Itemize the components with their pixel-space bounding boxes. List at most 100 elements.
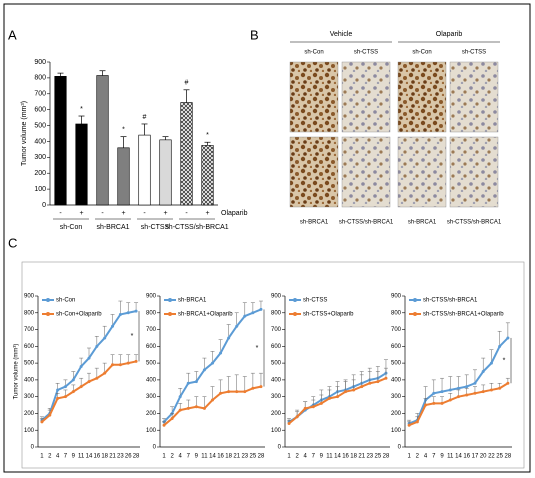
x-tick-label: 11	[447, 454, 454, 460]
y-tick-label: 400	[24, 377, 35, 383]
data-point	[71, 390, 75, 394]
x-tick-label: 28	[258, 454, 265, 460]
data-point	[194, 380, 198, 384]
data-point	[498, 344, 502, 348]
data-point	[259, 385, 263, 389]
x-tick-label: 23	[366, 454, 373, 460]
x-tick-label: 9	[195, 454, 199, 460]
data-point	[219, 351, 223, 355]
data-point	[457, 386, 460, 390]
x-tick-label: 20	[480, 454, 487, 460]
data-point	[506, 336, 510, 340]
data-point	[202, 368, 206, 372]
y-tick-label: 0	[153, 445, 157, 451]
data-point	[178, 408, 182, 412]
data-point	[319, 401, 323, 405]
x-tick-label: 1	[407, 454, 411, 460]
data-point	[243, 314, 247, 318]
data-point	[111, 363, 115, 367]
data-point	[336, 395, 339, 399]
x-tick-label: 7	[187, 454, 191, 460]
x-tick-label: 28	[383, 454, 390, 460]
y-tick-label: 800	[146, 310, 157, 316]
x-tick-label: 9	[320, 454, 324, 460]
data-point	[448, 398, 452, 402]
data-point	[63, 385, 67, 389]
data-point	[506, 381, 510, 385]
y-tick-label: 700	[146, 327, 157, 333]
legend-label: sh-CTSS/sh-BRCA1+Olaparib	[423, 312, 504, 318]
y-tick-label: 900	[271, 294, 282, 300]
data-point	[440, 401, 444, 405]
y-tick-label: 700	[34, 91, 46, 98]
x-tick-label: 28	[505, 454, 512, 460]
legend-label: sh-BRCA1	[178, 298, 207, 304]
data-point	[384, 376, 388, 380]
x-tick-label: 4	[424, 454, 428, 460]
legend-marker	[168, 312, 172, 316]
histology-column-label: sh-Con	[412, 50, 431, 56]
x-tick-label: 7	[312, 454, 316, 460]
legend-label: sh-BRCA1+Olaparib	[178, 312, 233, 318]
data-point	[111, 324, 115, 328]
data-point	[79, 364, 83, 368]
histology-image	[289, 61, 339, 133]
x-tick-label: 14	[209, 454, 216, 460]
y-tick-label: 500	[271, 361, 282, 367]
y-tick-label: 300	[146, 394, 157, 400]
x-tick-label: +	[121, 210, 125, 217]
data-point	[295, 415, 299, 419]
data-point	[126, 311, 130, 315]
bar	[159, 139, 172, 206]
y-tick-label: 500	[34, 122, 46, 129]
data-point	[259, 307, 263, 311]
histology-header: Vehicle	[330, 31, 353, 38]
data-point	[327, 396, 331, 400]
x-tick-label: -	[101, 210, 104, 217]
y-tick-label: 500	[24, 361, 35, 367]
x-tick-label: 21	[109, 454, 116, 460]
y-tick-label: 600	[24, 344, 35, 350]
legend-marker	[413, 298, 417, 302]
bar	[96, 75, 109, 206]
histology-bottom-label: sh-CTSS/sh-BRCA1	[447, 220, 502, 226]
x-tick-label: 22	[488, 454, 495, 460]
histology-bottom-label: sh-BRCA1	[408, 220, 437, 226]
histology-column-label: sh-CTSS	[354, 50, 378, 56]
x-tick-label: 18	[101, 454, 108, 460]
x-tick-label: 7	[64, 454, 68, 460]
x-tick-label: 2	[48, 454, 52, 460]
significance-mark: *	[206, 132, 209, 139]
histology-image	[449, 61, 499, 133]
x-tick-label: 2	[295, 454, 299, 460]
data-point	[457, 395, 460, 399]
data-point	[87, 380, 91, 384]
y-tick-label: 800	[391, 310, 402, 316]
x-tick-label: 1	[162, 454, 166, 460]
legend-label: sh-CTSS/sh-BRCA1	[423, 298, 478, 304]
x-tick-label: -	[59, 210, 62, 217]
data-point	[311, 405, 315, 409]
data-point	[376, 380, 380, 384]
y-tick-label: 200	[391, 411, 402, 417]
bar	[201, 145, 214, 206]
y-tick-label: 200	[271, 411, 282, 417]
data-point	[227, 390, 231, 394]
x-tick-label: 16	[342, 454, 349, 460]
y-tick-label: 400	[146, 377, 157, 383]
data-point	[56, 396, 60, 400]
y-tick-label: 300	[24, 394, 35, 400]
y-tick-label: 600	[34, 107, 46, 114]
x-tick-label: +	[79, 210, 83, 217]
series-line	[163, 308, 262, 423]
x-tick-label: 1	[287, 454, 291, 460]
data-point	[489, 361, 493, 365]
significance-mark: *	[503, 357, 506, 364]
x-tick-label: 16	[217, 454, 224, 460]
data-point	[440, 390, 444, 394]
data-point	[407, 423, 411, 427]
data-point	[473, 381, 477, 385]
y-tick-label: 700	[24, 327, 35, 333]
x-tick-label: 25	[496, 454, 503, 460]
y-tick-label: 200	[146, 411, 157, 417]
